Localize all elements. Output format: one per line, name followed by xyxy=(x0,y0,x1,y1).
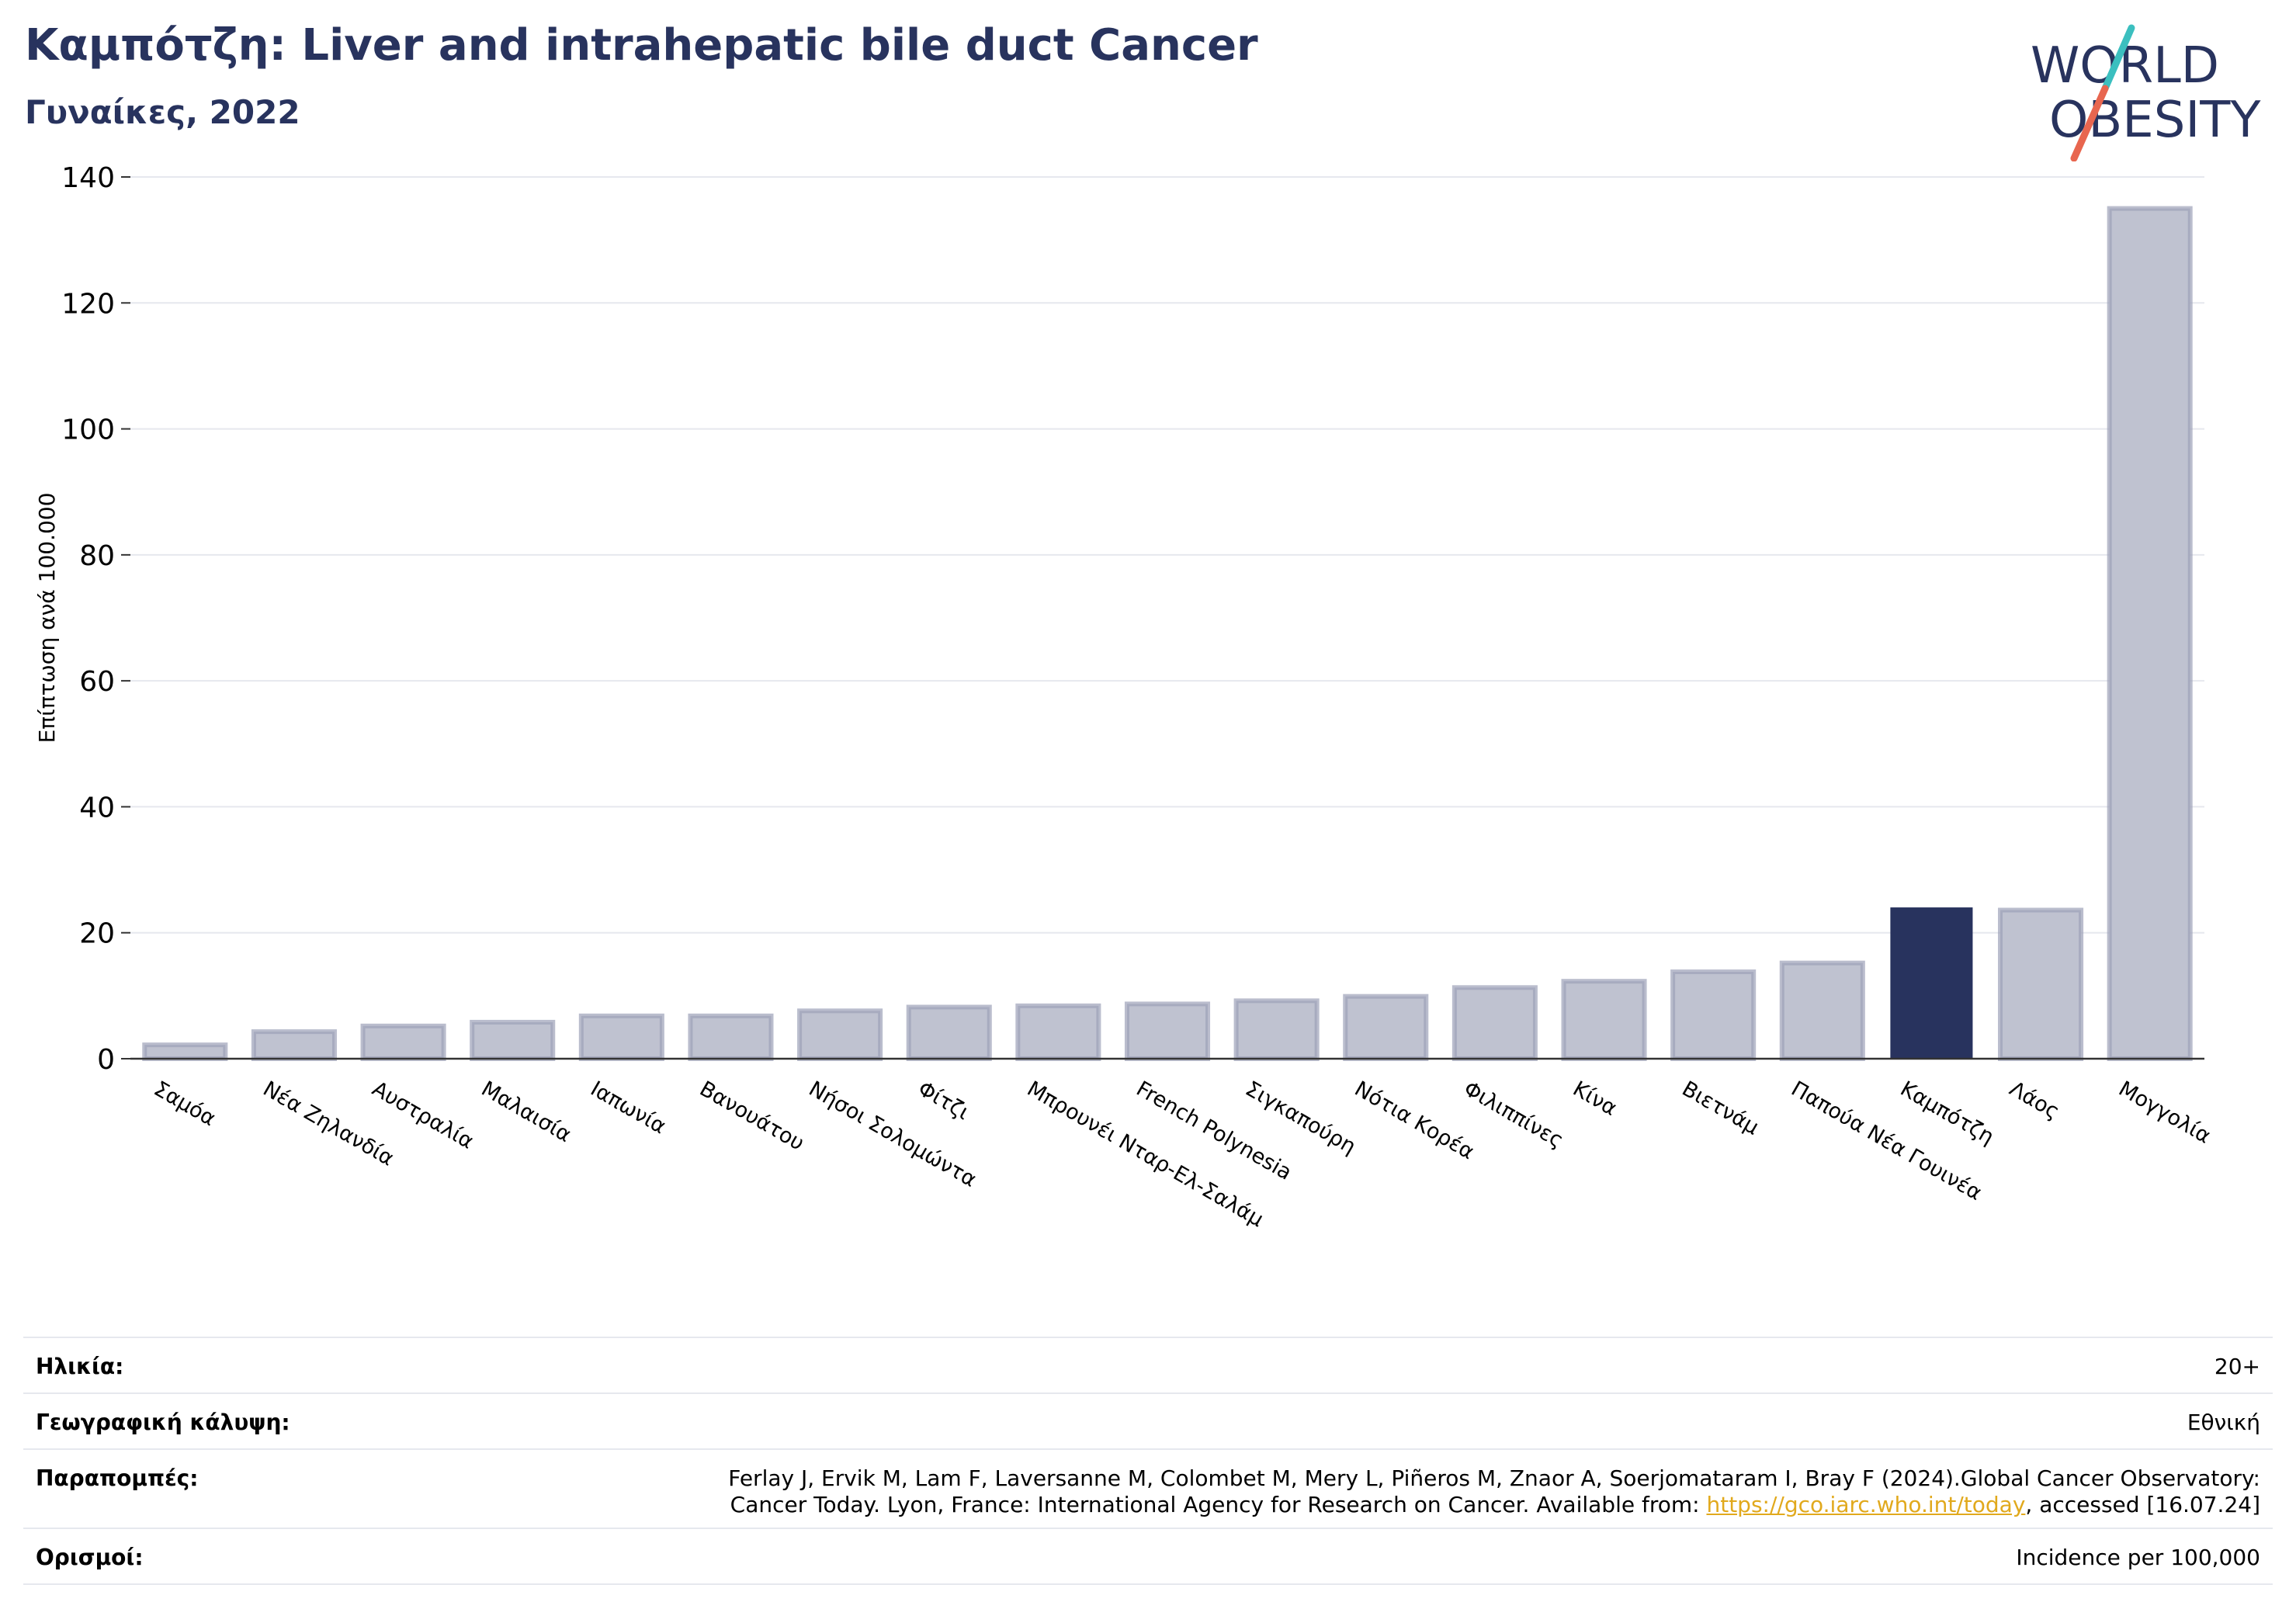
age-value: 20+ xyxy=(2214,1354,2260,1379)
x-tick-label: Ιαπωνία xyxy=(586,1077,670,1139)
x-tick-label: Νότια Κορέα xyxy=(1351,1077,1479,1164)
meta-row-references: Παραπομπές: Ferlay J, Ervik M, Lam F, La… xyxy=(23,1450,2273,1529)
meta-row-definitions: Ορισμοί: Incidence per 100,000 xyxy=(23,1529,2273,1585)
bar-10 xyxy=(1233,998,1320,1061)
y-tick-label: 140 xyxy=(61,162,115,194)
bar-8 xyxy=(1015,1003,1101,1061)
references-line-2: Cancer Today. Lyon, France: Internationa… xyxy=(728,1492,2260,1518)
x-tick-label: Βανουάτου xyxy=(695,1077,808,1156)
x-tick-label: Καμπότζη xyxy=(1896,1077,1998,1150)
coverage-label: Γεωγραφική κάλυψη: xyxy=(36,1410,290,1435)
bar-3 xyxy=(470,1019,556,1061)
bar-17 xyxy=(1998,907,2084,1061)
x-tick-label: Παπούα Νέα Γουινέα xyxy=(1787,1077,1986,1205)
y-tick-label: 20 xyxy=(79,918,115,950)
x-tick-label: Βιετνάμ xyxy=(1678,1077,1764,1139)
bar-chart: 0 20 40 60 80 100 120 140 Επίπτωση ανά 100.000 Σα… xyxy=(34,162,2214,1232)
bar-13 xyxy=(1561,979,1647,1062)
bar-14 xyxy=(1670,969,1757,1061)
logo-slash-teal xyxy=(2101,24,2135,92)
bar-5 xyxy=(688,1013,774,1062)
chart-title: Καμπότζη: Liver and intrahepatic bile du… xyxy=(25,20,1258,71)
bar-4 xyxy=(578,1013,664,1062)
metadata-table: Ηλικία: 20+ Γεωγραφική κάλυψη: Εθνική Πα… xyxy=(23,1337,2273,1585)
y-tick-label: 60 xyxy=(79,666,115,698)
references-text: Ferlay J, Ervik M, Lam F, Laversanne M, … xyxy=(728,1465,2260,1518)
chart-subtitle: Γυναίκες, 2022 xyxy=(25,93,300,131)
references-label: Παραπομπές: xyxy=(36,1465,199,1491)
references-line-2-post: , accessed [16.07.24] xyxy=(2025,1492,2260,1517)
meta-row-coverage: Γεωγραφική κάλυψη: Εθνική xyxy=(23,1394,2273,1450)
bar-6 xyxy=(797,1008,883,1061)
references-line-2-pre: Cancer Today. Lyon, France: Internationa… xyxy=(730,1492,1707,1517)
bar-7 xyxy=(906,1004,992,1062)
y-tick-label: 80 xyxy=(79,540,115,572)
meta-row-age: Ηλικία: 20+ xyxy=(23,1338,2273,1394)
x-tick-label: Μογγολία xyxy=(2114,1077,2214,1148)
world-obesity-logo: WORLD OBESITY xyxy=(2031,24,2261,161)
x-tick-label: Λάος xyxy=(2006,1077,2064,1124)
bar-16 xyxy=(1890,907,1973,1060)
bar-11 xyxy=(1343,994,1429,1062)
references-line-1: Ferlay J, Ervik M, Lam F, Laversanne M, … xyxy=(728,1465,2260,1491)
references-link[interactable]: https://gco.iarc.who.int/today xyxy=(1706,1492,2026,1517)
logo-slash-orange xyxy=(2070,85,2109,161)
y-tick-label: 0 xyxy=(97,1044,115,1076)
bar-15 xyxy=(1779,960,1865,1061)
bar-18 xyxy=(2107,206,2193,1062)
x-tick-label: Σαμόα xyxy=(150,1077,220,1131)
y-tick-label: 100 xyxy=(61,414,115,446)
y-tick-label: 120 xyxy=(61,288,115,320)
coverage-value: Εθνική xyxy=(2187,1410,2260,1435)
bar-1 xyxy=(251,1029,337,1061)
bar-12 xyxy=(1451,985,1538,1062)
y-axis-label: Επίπτωση ανά 100.000 xyxy=(34,493,60,744)
x-tick-label: Μαλαισία xyxy=(477,1077,575,1147)
bar-0 xyxy=(142,1042,228,1061)
bar-9 xyxy=(1124,1001,1211,1062)
y-tick-label: 40 xyxy=(79,792,115,824)
definitions-value: Incidence per 100,000 xyxy=(2016,1545,2260,1570)
age-label: Ηλικία: xyxy=(36,1354,124,1379)
definitions-label: Ορισμοί: xyxy=(36,1545,144,1570)
x-tick-label: Φίτζι xyxy=(914,1077,973,1125)
x-tick-label: Κίνα xyxy=(1569,1077,1621,1121)
bar-2 xyxy=(360,1023,446,1061)
